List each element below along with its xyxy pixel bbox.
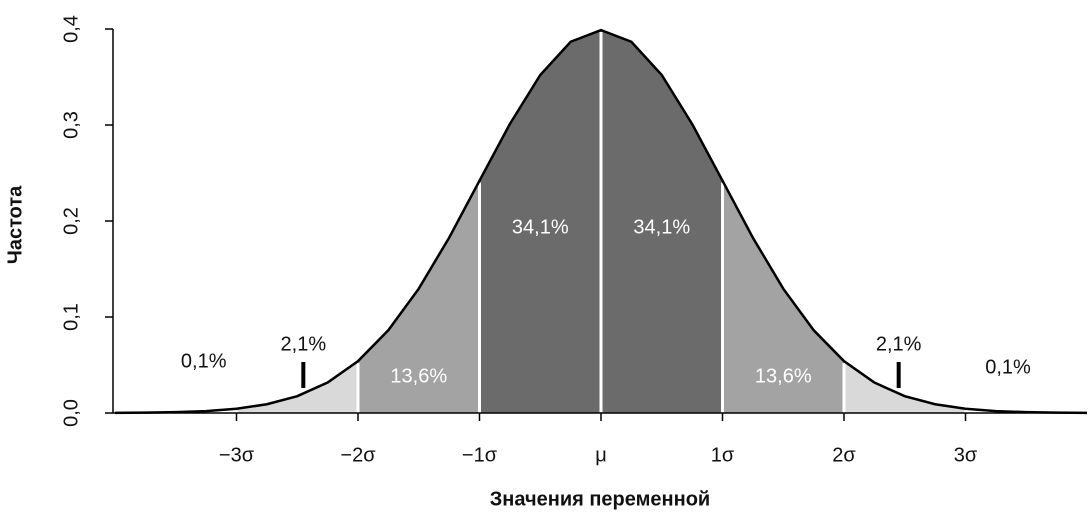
- x-tick-label: μ: [595, 444, 607, 466]
- value-label: 0,1%: [985, 356, 1031, 378]
- density-curve: [114, 28, 1088, 415]
- value-label: 2,1%: [876, 333, 922, 355]
- y-tick-label: 0,3: [60, 111, 82, 139]
- region: [236, 361, 358, 413]
- x-tick-label: −1σ: [462, 444, 498, 466]
- x-tick-label: 2σ: [832, 444, 856, 466]
- value-label: 2,1%: [281, 333, 327, 355]
- value-label: 13,6%: [390, 365, 447, 387]
- x-tick-label: 1σ: [711, 444, 735, 466]
- y-tick-label: 0,4: [60, 15, 82, 43]
- x-tick-label: −3σ: [219, 444, 255, 466]
- x-axis-label: Значения переменной: [490, 488, 710, 510]
- value-label: 13,6%: [755, 365, 812, 387]
- y-tick-label: 0,2: [60, 207, 82, 235]
- x-tick-label: −2σ: [340, 444, 376, 466]
- value-label: 34,1%: [512, 216, 569, 238]
- value-label: 0,1%: [181, 350, 227, 372]
- y-tick-label: 0,1: [60, 303, 82, 331]
- x-tick-label: 3σ: [954, 444, 978, 466]
- y-axis-label: Частота: [4, 185, 26, 264]
- y-tick-label: 0,0: [60, 399, 82, 427]
- value-label: 34,1%: [633, 216, 690, 238]
- region: [844, 361, 966, 413]
